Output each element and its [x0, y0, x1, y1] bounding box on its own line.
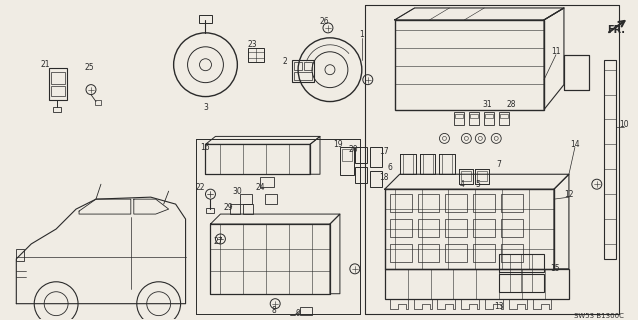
Text: 14: 14	[570, 140, 580, 149]
Text: 26: 26	[319, 17, 329, 27]
Bar	[385, 269, 569, 299]
Bar	[604, 60, 616, 259]
Text: 5: 5	[475, 180, 480, 189]
Text: 27: 27	[214, 237, 223, 246]
Text: 18: 18	[379, 173, 389, 182]
Text: 1: 1	[359, 30, 364, 39]
Bar	[390, 194, 412, 212]
Text: 24: 24	[255, 183, 265, 192]
Bar	[355, 167, 367, 183]
Bar	[456, 114, 463, 118]
Bar	[454, 111, 464, 125]
Text: 31: 31	[482, 100, 492, 109]
Text: 9: 9	[295, 309, 300, 318]
Bar	[445, 219, 468, 237]
Text: 22: 22	[196, 183, 205, 192]
Bar	[95, 100, 101, 105]
Text: 20: 20	[348, 145, 358, 154]
Text: 30: 30	[232, 187, 242, 196]
Bar	[499, 254, 544, 272]
Bar	[418, 219, 440, 237]
Bar	[304, 62, 312, 70]
Bar	[390, 244, 412, 262]
Bar	[486, 114, 493, 118]
Bar	[207, 208, 214, 213]
Bar	[49, 68, 67, 100]
Bar	[355, 148, 367, 163]
Bar	[340, 148, 354, 175]
Text: 3: 3	[203, 103, 208, 112]
Bar	[501, 194, 523, 212]
Bar	[473, 244, 495, 262]
Text: 8: 8	[272, 306, 276, 315]
Text: 28: 28	[507, 100, 516, 109]
Text: 2: 2	[283, 57, 288, 66]
Bar	[51, 72, 65, 84]
Bar	[370, 148, 382, 167]
Bar	[395, 20, 544, 109]
Bar	[243, 204, 253, 214]
Bar	[51, 86, 65, 96]
Text: 13: 13	[494, 302, 504, 311]
Bar	[230, 204, 241, 214]
Text: 10: 10	[619, 120, 628, 129]
Bar	[500, 114, 508, 118]
Text: FR.: FR.	[607, 25, 625, 35]
Bar	[265, 194, 277, 204]
Bar	[499, 274, 544, 292]
Bar	[445, 244, 468, 262]
Text: 7: 7	[497, 160, 501, 169]
Text: 25: 25	[84, 63, 94, 72]
Bar	[248, 48, 264, 62]
Bar	[501, 244, 523, 262]
Text: 4: 4	[460, 180, 465, 189]
Bar	[300, 307, 312, 315]
Bar	[17, 249, 24, 261]
Bar	[470, 114, 478, 118]
Text: 12: 12	[564, 190, 574, 199]
Bar	[477, 171, 487, 181]
Text: 15: 15	[550, 264, 560, 273]
Bar	[445, 194, 468, 212]
Bar	[294, 72, 312, 80]
Text: 11: 11	[551, 47, 561, 56]
Bar	[484, 111, 494, 125]
Bar	[418, 194, 440, 212]
Text: 23: 23	[248, 40, 257, 49]
Bar	[53, 107, 61, 111]
Bar	[461, 171, 471, 181]
Bar	[260, 177, 274, 187]
Bar	[292, 60, 314, 82]
Bar	[294, 62, 302, 70]
Text: 17: 17	[379, 147, 389, 156]
Bar	[241, 194, 252, 204]
Bar	[390, 219, 412, 237]
Text: 19: 19	[333, 140, 343, 149]
Text: 6: 6	[387, 163, 392, 172]
Text: 16: 16	[201, 143, 211, 152]
Bar	[198, 15, 212, 23]
Bar	[473, 219, 495, 237]
Bar	[342, 149, 352, 161]
Bar	[370, 171, 382, 187]
Text: 21: 21	[40, 60, 50, 69]
Bar	[501, 219, 523, 237]
Bar	[499, 111, 509, 125]
Bar	[473, 194, 495, 212]
Text: SW53 B1300C: SW53 B1300C	[574, 313, 624, 319]
Bar	[470, 111, 479, 125]
Text: 29: 29	[223, 203, 234, 212]
Bar	[418, 244, 440, 262]
